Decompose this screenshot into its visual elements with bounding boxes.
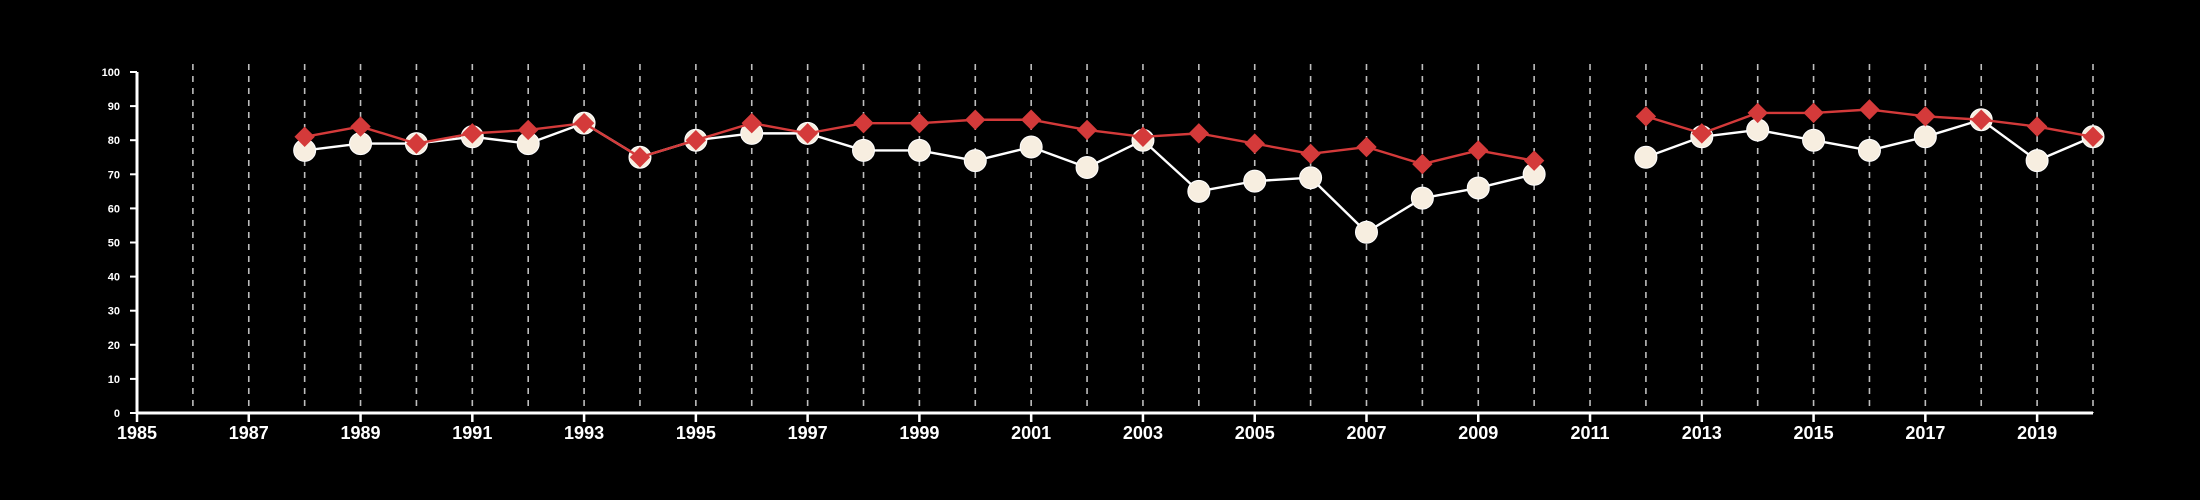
data-point-diamond [350,116,371,137]
x-tick-label: 2001 [1011,423,1051,443]
x-tick-label: 1999 [899,423,939,443]
x-tick-label: 1987 [229,423,269,443]
data-point-diamond [406,133,427,154]
data-point-circle [1075,155,1099,179]
data-point-circle [1019,135,1043,159]
data-point-diamond [1244,133,1265,154]
y-tick-label: 60 [108,203,120,215]
data-point-circle [1802,128,1826,152]
y-tick-label: 90 [108,101,120,113]
series-layer [293,99,2105,244]
data-point-circle [907,138,931,162]
data-point-diamond [1803,102,1824,124]
y-tick-label: 50 [108,238,120,250]
data-point-circle [1857,138,1881,162]
data-point-diamond [1412,153,1433,175]
data-point-circle [1354,220,1378,244]
data-point-diamond [1132,126,1154,147]
data-point-diamond [1523,150,1545,171]
data-point-diamond [1747,102,1768,124]
y-tick-label: 80 [108,135,120,147]
x-tick-label: 1997 [788,423,828,443]
data-point-diamond [1468,140,1489,161]
data-point-diamond [1859,99,1880,120]
series-diamond-group [294,99,2104,175]
data-point-diamond [1635,106,1657,127]
data-point-diamond [462,123,483,144]
data-point-diamond [685,129,707,151]
data-point-diamond [517,119,539,141]
y-tick-label: 10 [108,374,120,386]
x-tick-label: 2015 [1794,423,1834,443]
data-point-diamond [1356,136,1377,158]
data-point-diamond [965,109,986,130]
data-point-circle [1299,166,1323,190]
y-tick-label: 100 [102,67,120,79]
data-point-circle [1187,179,1211,203]
x-tick-label: 2011 [1570,423,1609,443]
data-point-circle [852,138,876,162]
y-tick-label: 0 [114,408,120,420]
x-tick-label: 1985 [117,423,157,443]
x-tick-label: 2009 [1458,423,1498,443]
data-point-diamond [294,126,315,147]
y-tick-label: 70 [108,169,120,181]
data-point-diamond [1020,109,1042,130]
data-point-circle [1243,169,1267,193]
x-tick-label: 1989 [341,423,381,443]
data-point-circle [1410,186,1434,210]
data-point-diamond [573,112,595,134]
x-tick-label: 2017 [1905,423,1945,443]
data-point-diamond [853,112,874,134]
data-point-circle [1634,145,1658,169]
data-point-circle [1913,125,1937,149]
x-tick-label: 2019 [2017,423,2057,443]
x-tick-label: 1995 [676,423,716,443]
data-point-diamond [1691,123,1713,144]
x-tick-label: 1993 [564,423,604,443]
data-point-circle [1466,176,1490,200]
data-point-diamond [1300,143,1321,165]
x-tick-label: 1991 [452,423,492,443]
x-tick-label: 2005 [1235,423,1275,443]
data-point-circle [963,149,987,173]
y-tick-label: 30 [108,306,120,318]
data-point-diamond [2026,116,2048,137]
data-point-diamond [1915,106,1936,127]
data-point-diamond [1188,123,1210,144]
data-point-diamond [1076,119,1098,141]
x-tick-label: 2013 [1682,423,1722,443]
y-tick-label: 40 [108,272,120,284]
data-point-diamond [797,123,818,144]
data-point-diamond [629,147,651,168]
data-point-circle [2025,149,2049,173]
data-point-diamond [741,112,762,134]
grid-layer [192,64,2094,413]
data-point-diamond [1971,109,1992,130]
y-tick-label: 20 [108,340,120,352]
axis-layer: 1985 1987 1989 1991 1993 1995 1997 1999 2001 2003… [102,67,2093,443]
data-point-diamond [909,112,930,134]
x-tick-label: 2007 [1346,423,1386,443]
data-point-diamond [2082,126,2104,147]
x-tick-label: 2003 [1123,423,1163,443]
